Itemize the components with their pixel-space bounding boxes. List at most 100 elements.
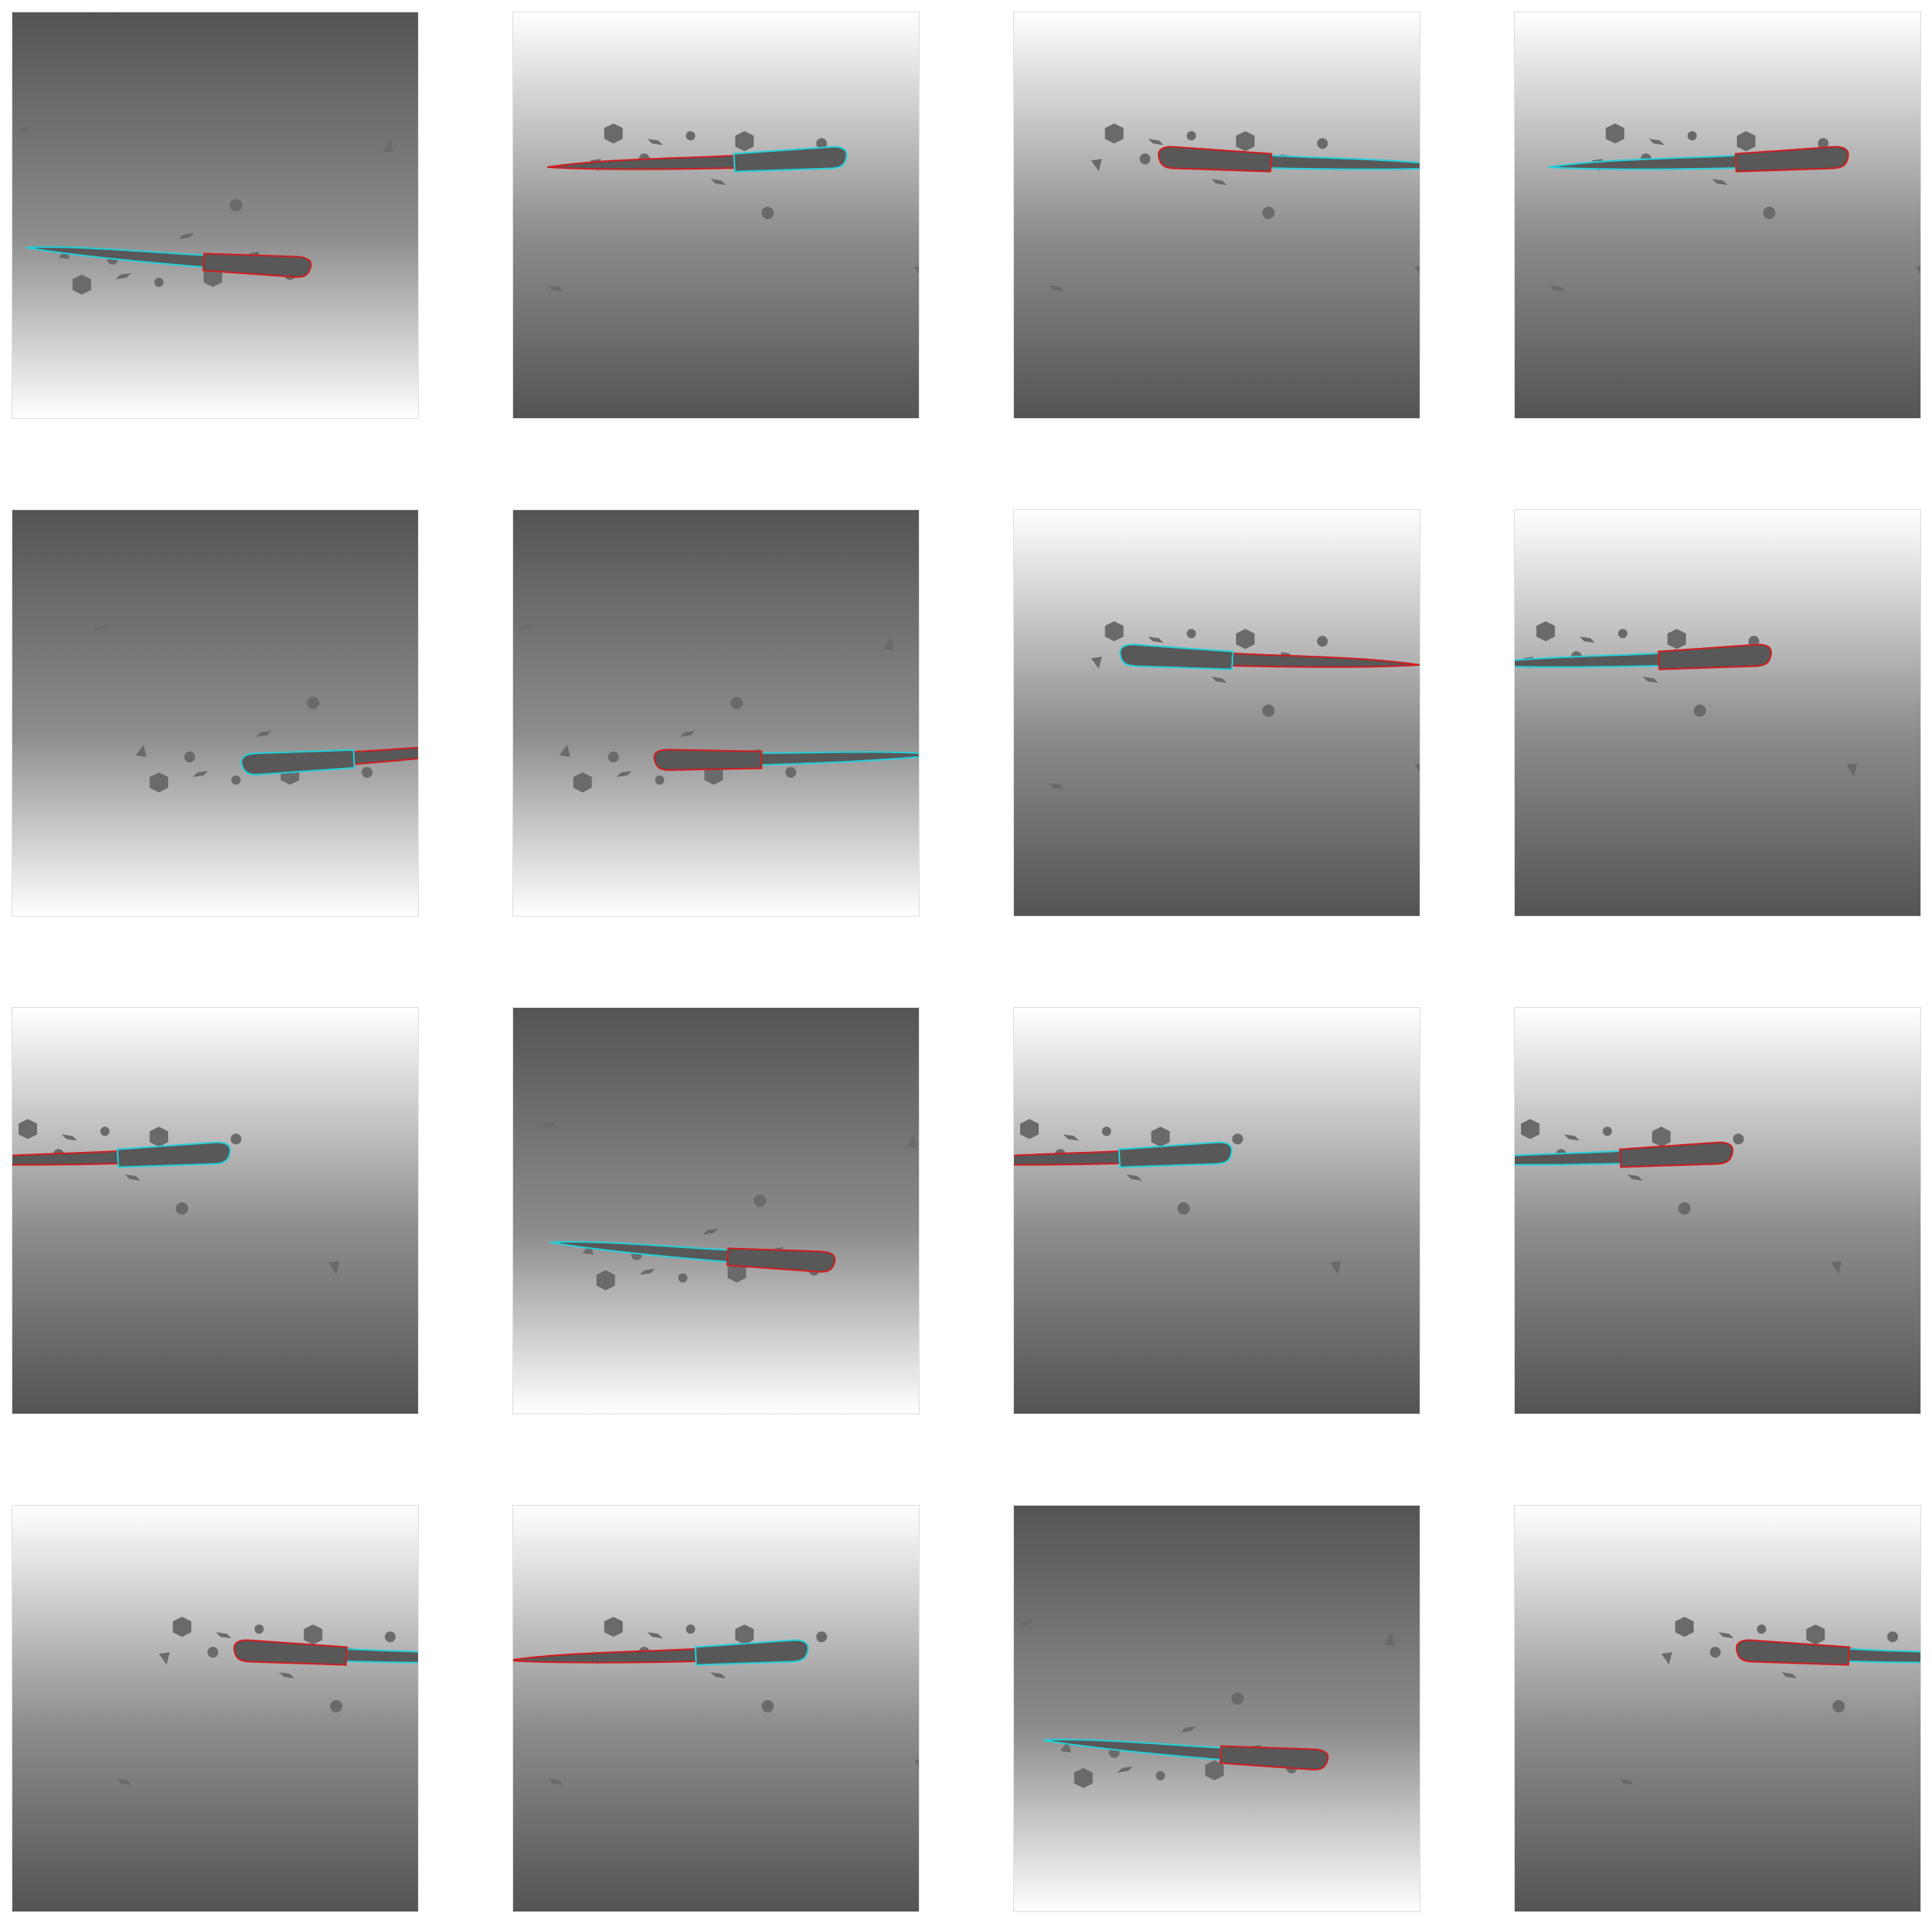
distractor-shape [1074,1767,1093,1788]
knife-handle [695,1640,809,1667]
distractor-shape [1718,1632,1734,1639]
distractor-shape [906,1134,918,1149]
grid-panel [512,1007,920,1414]
distractor-shape [680,730,696,737]
grid-panel [512,509,920,917]
distractor-shape [215,1632,231,1639]
distractor-shape [1781,1672,1797,1679]
distractor-shape [16,126,31,133]
distractor-shape [328,1260,340,1275]
distractor-shape [1520,1119,1540,1140]
gradient-background [12,1008,418,1414]
knife-handle [234,1640,348,1667]
distractor-shape [1105,123,1124,144]
knife [1515,1142,1733,1179]
distractor-shape [1415,763,1420,773]
knife-handle [1620,1142,1734,1169]
distractor-shape [883,636,895,651]
knife-handle [654,749,761,770]
distractor-shape [1678,1202,1691,1215]
knife-scene [1515,1506,1920,1911]
knife-handle [1736,1640,1850,1667]
distractor-shape [1151,1126,1170,1147]
distractor-shape [1317,138,1328,149]
distractor-shape [1235,131,1255,152]
distractor-shape [94,624,108,631]
grid-panel [512,1505,920,1912]
distractor-shape [730,697,743,710]
distractor-shape [608,751,619,763]
distractor-shape [1384,1632,1396,1647]
distractor-shape [255,730,272,737]
knife-scene [1014,1008,1420,1414]
grid-panel [1013,1007,1420,1414]
distractor-shape [279,1672,295,1679]
distractor-shape [1618,629,1628,639]
distractor-shape [1661,1652,1673,1665]
distractor-shape [1101,1126,1112,1136]
knife-handle [1735,146,1849,173]
knife-scene [1014,510,1420,916]
distractor-shape [1649,139,1665,146]
distractor-shape [1049,783,1064,790]
distractor-shape [231,775,241,785]
distractor-shape [1564,1134,1580,1141]
knife-scene [1515,12,1920,418]
distractor-shape [135,744,147,757]
distractor-shape [1710,1647,1721,1658]
gradient-background [12,1506,418,1911]
distractor-shape [1550,285,1564,292]
distractor-shape [176,1202,189,1215]
distractor-shape [179,232,195,239]
distractor-shape [1187,629,1197,639]
knife [654,749,919,770]
distractor-shape [711,1672,726,1679]
knife-scene [12,12,418,418]
gradient-background [12,510,418,916]
distractor-shape [1846,763,1858,777]
distractor-shape [173,1616,192,1637]
distractor-shape [1148,139,1164,146]
distractor-shape [207,1647,218,1658]
distractor-shape [1736,131,1756,152]
knife-handle [1658,644,1772,671]
distractor-shape [785,766,796,778]
knife-scene [1515,1008,1920,1414]
distractor-shape [193,770,209,777]
knife [241,739,418,776]
distractor-shape [330,1700,343,1712]
knife-handle [1220,1744,1328,1770]
distractor-shape [1817,138,1829,149]
distractor-shape [1262,207,1275,219]
distractor-shape [1832,1700,1845,1712]
knife-scene [12,1506,418,1911]
distractor-shape [1235,629,1255,650]
distractor-shape [703,1228,718,1235]
distractor-shape [1579,636,1595,643]
knife [234,1640,418,1677]
knife [547,146,848,183]
distractor-shape [385,1631,396,1643]
distractor-shape [548,1778,563,1785]
distractor-shape [1667,629,1687,650]
distractor-shape [1105,621,1124,642]
distractor-shape [229,199,242,212]
distractor-shape [1605,123,1625,144]
knife-handle [1119,644,1233,671]
grid-panel [1013,1505,1420,1912]
distractor-shape [573,772,592,793]
distractor-shape [361,766,373,778]
distractor-shape [1018,1620,1033,1626]
distractor-shape [1211,179,1227,186]
distractor-shape [678,1273,688,1283]
distractor-shape [1211,677,1227,684]
knife-scene [1014,12,1420,418]
distractor-shape [735,1624,754,1645]
gradient-background [1014,1008,1420,1414]
knife [1043,1735,1328,1770]
distractor-shape [1231,1692,1244,1705]
distractor-shape [540,1122,555,1129]
distractor-shape [616,770,632,777]
distractor-shape [1117,1766,1133,1773]
gradient-background [1515,12,1920,418]
